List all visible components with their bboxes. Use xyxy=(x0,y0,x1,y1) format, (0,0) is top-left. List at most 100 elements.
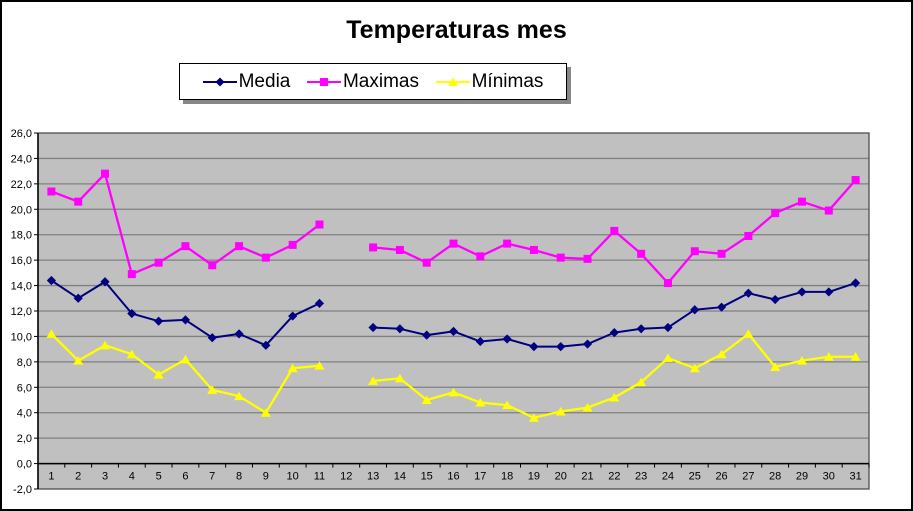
series-maximas-marker xyxy=(851,176,860,185)
series-maximas-marker xyxy=(690,247,699,256)
x-axis-label: 19 xyxy=(528,471,540,483)
series-media-marker xyxy=(368,322,378,333)
x-axis-label: 30 xyxy=(823,471,835,483)
series-minimas-marker xyxy=(180,354,191,364)
x-axis-label: 15 xyxy=(421,471,433,483)
series-minimas-marker xyxy=(796,355,807,365)
series-minimas-marker xyxy=(100,340,111,350)
x-axis-label: 16 xyxy=(447,471,459,483)
series-maximas-marker xyxy=(824,206,833,215)
y-axis-label: 20,0 xyxy=(11,204,32,216)
series-maximas-marker xyxy=(717,249,726,258)
series-maximas-marker xyxy=(637,249,646,258)
x-axis-label: 26 xyxy=(715,471,727,483)
x-axis-label: 27 xyxy=(742,471,754,483)
series-maximas-marker xyxy=(663,279,672,288)
series-maximas-marker xyxy=(261,253,270,262)
x-axis-label: 3 xyxy=(102,471,108,483)
x-axis-label: 12 xyxy=(340,471,352,483)
series-media-marker xyxy=(448,326,459,336)
y-axis-label: 2,0 xyxy=(17,433,32,445)
series-minimas-marker xyxy=(823,352,834,361)
x-axis-label: 17 xyxy=(474,471,486,483)
series-media-marker xyxy=(824,287,834,297)
series-media-marker xyxy=(234,329,244,339)
series-media-marker xyxy=(395,324,405,334)
series-media-marker xyxy=(46,275,57,286)
legend-label: Mínimas xyxy=(471,71,544,92)
x-axis-label: 20 xyxy=(555,471,567,483)
series-minimas-marker xyxy=(368,376,379,385)
series-media-marker xyxy=(529,342,539,352)
y-axis-label: 8,0 xyxy=(17,357,32,369)
y-axis-label: 16,0 xyxy=(11,255,32,267)
legend-item-minimas: Mínimas xyxy=(435,71,544,92)
series-media-marker xyxy=(850,278,861,288)
series-minimas-marker xyxy=(394,373,405,383)
x-axis-label: 21 xyxy=(581,471,593,483)
series-minimas-marker xyxy=(421,395,432,404)
series-media-marker xyxy=(288,311,298,321)
series-minimas-marker xyxy=(770,362,781,371)
legend-label: Maximas xyxy=(342,71,419,92)
x-axis-label: 9 xyxy=(263,471,269,483)
legend-item-maximas: Maximas xyxy=(306,71,419,92)
x-axis-label: 8 xyxy=(236,471,242,483)
series-media-marker xyxy=(690,305,700,315)
series-media-marker xyxy=(556,342,566,352)
series-minimas-marker xyxy=(448,387,459,397)
x-axis-label: 7 xyxy=(209,471,215,483)
series-minimas-marker xyxy=(528,413,539,422)
x-axis-label: 22 xyxy=(608,471,620,483)
series-media-marker xyxy=(314,298,325,308)
series-minimas-marker xyxy=(582,403,593,412)
series-minimas-marker xyxy=(689,363,700,373)
series-media-marker xyxy=(422,330,432,340)
series-minimas-marker xyxy=(260,408,271,417)
series-media-marker xyxy=(663,322,673,333)
x-axis-label: 6 xyxy=(182,471,188,483)
series-media-marker xyxy=(636,324,646,334)
x-axis-label: 1 xyxy=(48,471,54,483)
series-minimas-marker xyxy=(314,361,325,370)
series-minimas-marker xyxy=(126,349,137,359)
series-maximas-marker xyxy=(127,270,136,279)
series-maximas-marker xyxy=(181,242,190,251)
series-minimas-marker xyxy=(716,349,727,359)
series-minimas-marker xyxy=(636,377,647,387)
series-maximas-marker xyxy=(744,231,753,240)
series-maximas-marker xyxy=(556,253,565,262)
y-axis-label: 14,0 xyxy=(11,281,32,293)
series-maximas-marker xyxy=(449,239,458,248)
legend-diamond-icon xyxy=(202,77,237,86)
x-axis-label: 14 xyxy=(394,471,406,483)
series-minimas-marker xyxy=(475,397,486,407)
series-maximas-marker xyxy=(288,240,297,249)
series-maximas-marker xyxy=(797,197,806,206)
series-maximas-marker xyxy=(529,245,538,254)
series-maximas-marker xyxy=(47,187,56,196)
x-axis-label: 11 xyxy=(314,471,325,483)
legend-square-icon xyxy=(306,77,341,86)
x-axis-label: 13 xyxy=(367,471,379,483)
series-maximas-marker xyxy=(74,197,83,206)
series-minimas-marker xyxy=(46,329,57,338)
series-minimas-marker xyxy=(555,406,566,416)
series-media-marker xyxy=(770,294,780,305)
series-maximas-marker xyxy=(154,258,163,267)
series-maximas-marker xyxy=(503,239,512,248)
y-axis-label: -2,0 xyxy=(13,484,32,496)
series-maximas-marker xyxy=(369,243,378,252)
series-minimas-marker xyxy=(73,355,84,365)
x-axis-label: 4 xyxy=(129,471,135,483)
series-media-marker xyxy=(582,339,593,349)
series-media-marker xyxy=(743,288,753,298)
series-minimas-marker xyxy=(287,363,298,373)
series-media-marker xyxy=(73,293,83,303)
chart-title: Temperaturas mes xyxy=(346,16,567,44)
series-minimas-marker xyxy=(153,369,164,379)
series-media-marker xyxy=(716,302,727,312)
series-minimas-marker xyxy=(502,400,513,410)
